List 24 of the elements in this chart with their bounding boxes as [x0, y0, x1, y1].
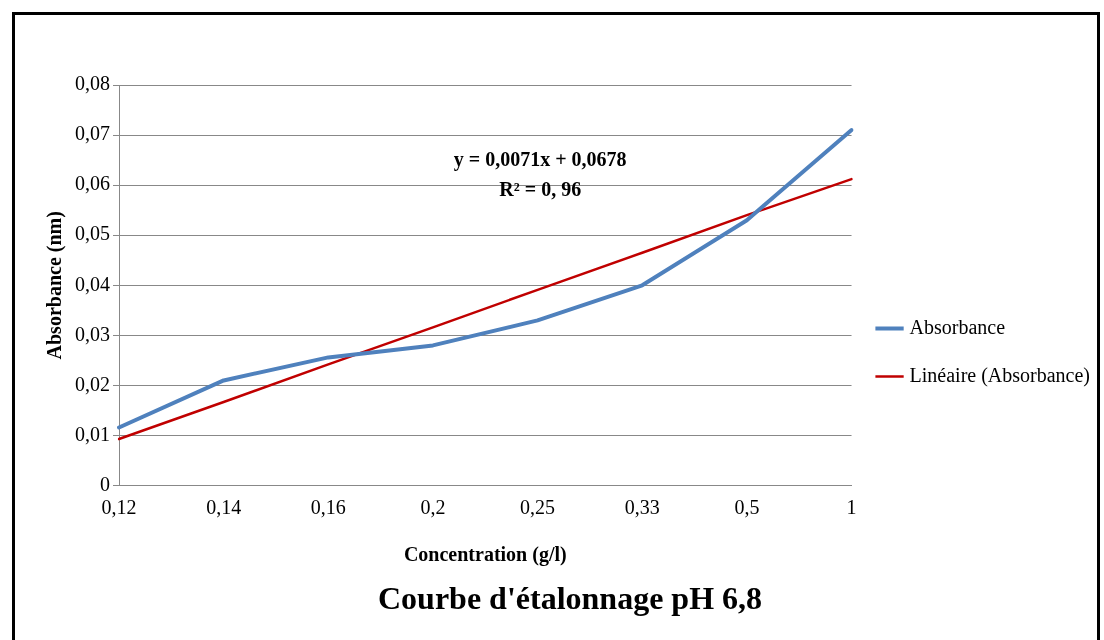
y-tick-label: 0,01 — [75, 422, 110, 445]
x-tick-label: 0,5 — [734, 495, 760, 518]
x-tick-label: 0,16 — [310, 495, 346, 518]
x-tick-label: 0,33 — [624, 495, 660, 518]
legend-label: Absorbance — [909, 315, 1006, 338]
annotation: y = 0,0071x + 0,0678 — [453, 148, 627, 172]
y-tick-label: 0,03 — [75, 322, 110, 345]
legend-label: Linéaire (Absorbance) — [909, 363, 1091, 387]
y-axis-title: Absorbance (nm) — [43, 211, 67, 360]
y-tick-label: 0,02 — [75, 372, 110, 395]
x-tick-label: 0,12 — [101, 495, 137, 518]
x-axis-title: Concentration (g/l) — [403, 542, 567, 566]
x-tick-label: 0,14 — [206, 495, 242, 518]
y-tick-label: 0,06 — [75, 172, 110, 195]
x-tick-label: 1 — [846, 495, 857, 518]
annotation: R² = 0, 96 — [499, 178, 582, 201]
y-tick-label: 0,04 — [75, 272, 110, 295]
y-tick-label: 0,05 — [75, 222, 110, 245]
x-tick-label: 0,25 — [520, 495, 556, 518]
x-tick-label: 0,2 — [420, 495, 446, 518]
y-tick-label: 0,08 — [75, 72, 110, 95]
y-tick-label: 0,07 — [75, 122, 110, 145]
y-tick-label: 0 — [100, 472, 110, 495]
text: Courbe d'étalonnage pH 6,8 — [377, 580, 763, 617]
